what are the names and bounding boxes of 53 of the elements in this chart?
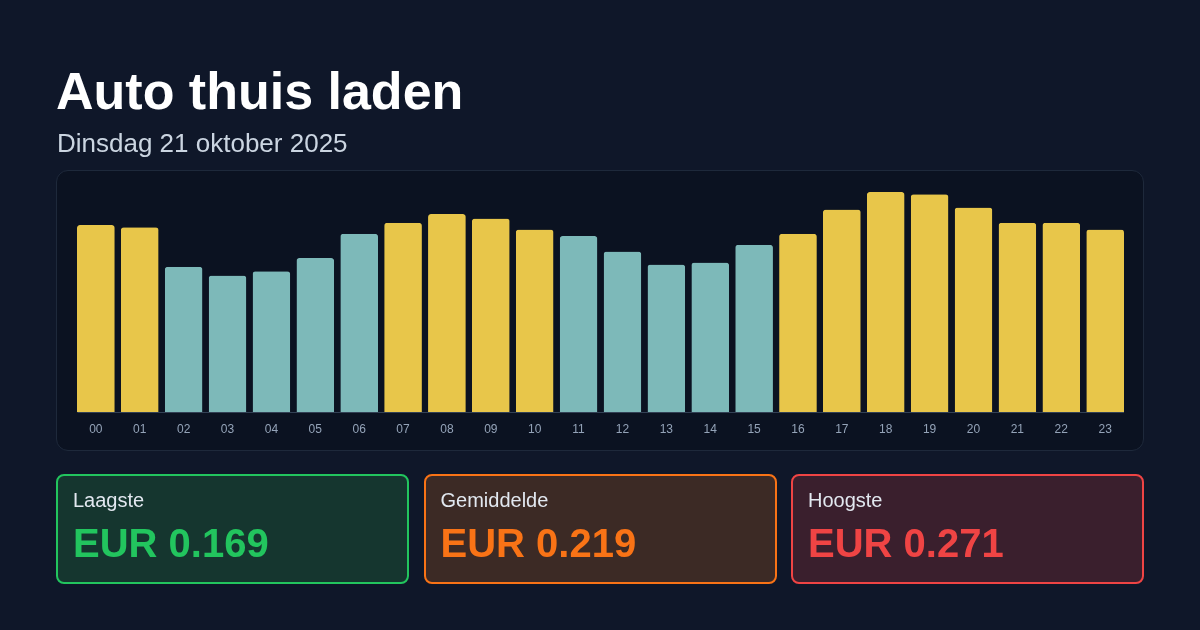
x-tick-label: 21 — [1010, 421, 1024, 435]
bar — [383, 222, 422, 412]
chart-title: Auto thuis laden — [56, 62, 464, 120]
x-tick-label: 13 — [659, 421, 673, 435]
x-tick-label: 14 — [703, 421, 717, 435]
bar — [295, 257, 334, 412]
x-tick-label: 20 — [966, 421, 980, 435]
bar — [690, 261, 729, 412]
bar — [822, 209, 861, 412]
bar — [76, 224, 115, 412]
stat-card: Laagste EUR 0.169 — [56, 474, 409, 584]
x-tick-label: 05 — [308, 421, 322, 435]
bar — [1041, 222, 1080, 412]
bar — [866, 191, 905, 412]
x-tick-label: 02 — [176, 421, 191, 435]
x-tick-label: 01 — [132, 421, 147, 435]
x-tick-label: 09 — [483, 421, 498, 435]
x-tick-label: 07 — [395, 421, 410, 435]
bar — [164, 266, 202, 412]
x-tick-label: 19 — [922, 421, 937, 435]
bar — [559, 235, 597, 412]
bar — [954, 206, 992, 412]
bar — [339, 233, 378, 412]
x-tick-label: 06 — [351, 421, 366, 435]
x-tick-label: 03 — [220, 421, 235, 435]
bar — [603, 250, 641, 412]
bar — [252, 270, 290, 412]
x-tick-label: 04 — [264, 421, 278, 435]
bar — [778, 233, 817, 412]
bar — [646, 264, 685, 412]
chart-subtitle: Dinsdag 21 oktober 2025 — [57, 128, 348, 158]
bar — [910, 193, 948, 412]
stat-card: Hoogste EUR 0.271 — [791, 474, 1144, 584]
bar — [208, 275, 246, 412]
stat-card: Gemiddelde EUR 0.219 — [423, 474, 777, 584]
x-tick-label: 16 — [790, 421, 805, 435]
bar — [998, 222, 1036, 412]
bar — [471, 217, 510, 412]
bar — [515, 228, 554, 412]
x-tick-label: 22 — [1054, 421, 1068, 435]
bar — [120, 226, 159, 412]
bar — [734, 244, 773, 412]
x-tick-label: 17 — [834, 421, 849, 435]
x-tick-label: 18 — [878, 421, 893, 435]
x-tick-label: 23 — [1097, 421, 1112, 435]
x-tick-label: 00 — [88, 421, 103, 435]
x-tick-label: 12 — [615, 421, 629, 435]
x-tick-label: 11 — [571, 421, 585, 435]
bar — [427, 213, 466, 412]
x-tick-label: 15 — [746, 421, 761, 435]
bar — [1085, 228, 1124, 412]
x-tick-label: 10 — [527, 421, 542, 435]
x-tick-label: 08 — [439, 421, 454, 435]
